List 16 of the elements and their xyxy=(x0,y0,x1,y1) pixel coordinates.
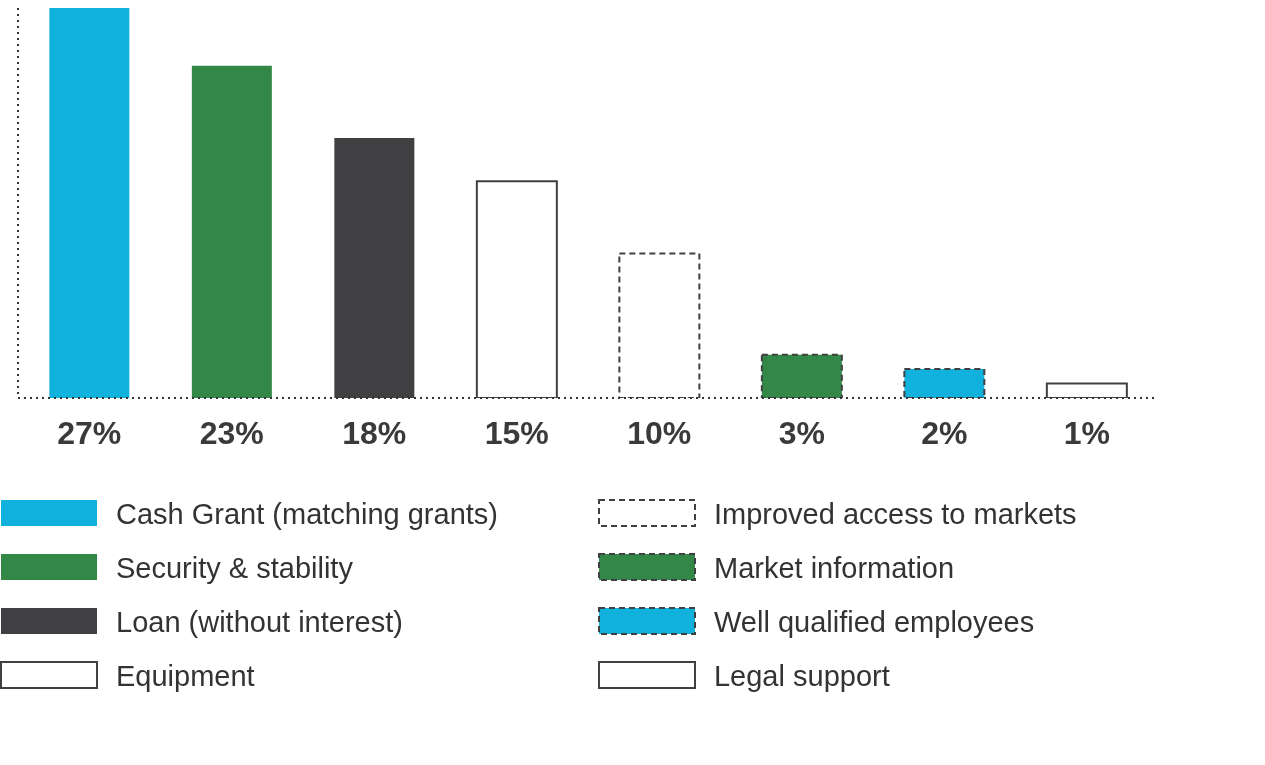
legend-label: Well qualified employees xyxy=(713,605,1035,639)
data-label: 27% xyxy=(57,415,122,451)
data-label: 10% xyxy=(627,415,692,451)
data-label: 18% xyxy=(342,415,407,451)
data-label: 2% xyxy=(921,415,968,451)
data-label: 3% xyxy=(778,415,825,451)
legend-label: Equipment xyxy=(116,659,255,693)
legend-label: Improved access to markets xyxy=(713,497,1077,531)
legend-label: Legal support xyxy=(713,659,890,693)
data-label: 23% xyxy=(199,415,264,451)
legend-label: Cash Grant (matching grants) xyxy=(116,497,498,531)
data-label: 1% xyxy=(1063,415,1110,451)
legend-label: Loan (without interest) xyxy=(116,605,403,639)
data-label: 15% xyxy=(484,415,549,451)
legend-label: Security & stability xyxy=(116,551,353,585)
legend-label: Market information xyxy=(713,551,955,585)
